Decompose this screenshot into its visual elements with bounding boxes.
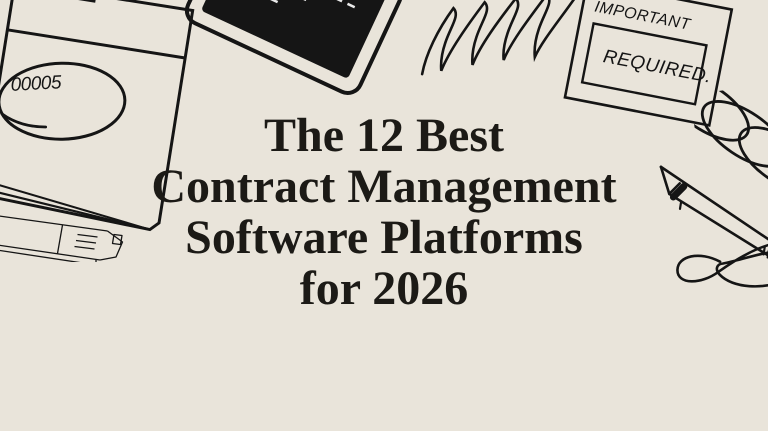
svg-text:REQUIRED.: REQUIRED.	[601, 46, 713, 88]
svg-text:00005: 00005	[10, 72, 62, 96]
